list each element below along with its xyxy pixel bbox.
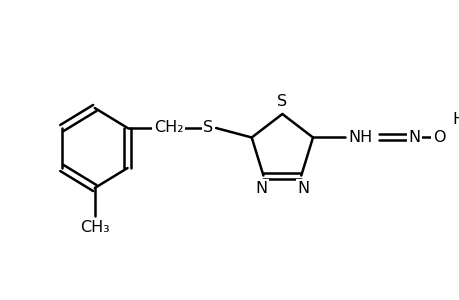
Text: N: N	[408, 130, 420, 145]
Text: S: S	[203, 121, 213, 136]
Text: CH₂: CH₂	[154, 121, 183, 136]
Text: CH₃: CH₃	[80, 220, 109, 236]
Text: NH: NH	[347, 130, 372, 145]
Text: O: O	[432, 130, 444, 145]
Text: H: H	[451, 112, 459, 127]
Text: N: N	[255, 181, 267, 196]
Text: S: S	[277, 94, 287, 109]
Text: N: N	[297, 181, 308, 196]
